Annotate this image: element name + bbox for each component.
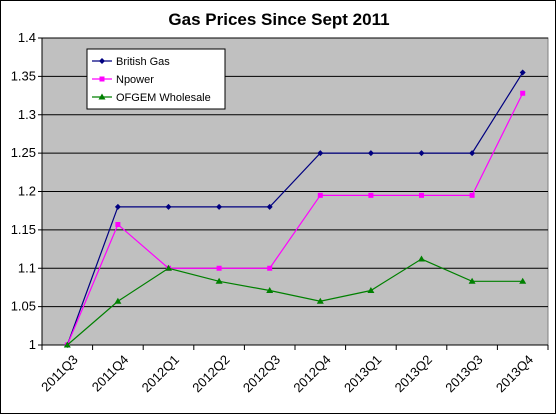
- y-axis-ticks: 1 1.05 1.1 1.15 1.2 1.25 1.3 1.35 1.4: [11, 30, 42, 352]
- data-point: [418, 255, 425, 262]
- data-point: [520, 90, 526, 96]
- data-point: [266, 203, 273, 210]
- x-tick-label: 2012Q2: [189, 352, 232, 395]
- data-point: [215, 277, 223, 284]
- y-tick-label: 1.15: [11, 222, 36, 237]
- y-tick-label: 1: [29, 337, 36, 352]
- data-point: [469, 192, 475, 198]
- data-point: [317, 192, 323, 198]
- y-tick-label: 1.35: [11, 68, 36, 83]
- data-point: [114, 297, 122, 304]
- data-point: [266, 287, 274, 294]
- data-point: [469, 150, 476, 157]
- legend-item: Npower: [92, 74, 154, 86]
- data-point: [114, 203, 121, 210]
- x-tick-label: 2013Q1: [341, 352, 384, 395]
- data-point: [99, 76, 105, 82]
- x-tick-label: 2012Q3: [240, 352, 283, 395]
- x-tick-label: 2012Q1: [139, 352, 182, 395]
- data-point: [519, 277, 527, 284]
- data-point: [165, 203, 172, 210]
- x-tick-label: 2011Q3: [38, 352, 81, 395]
- data-point: [98, 93, 106, 100]
- data-point: [367, 287, 375, 294]
- chart-title: Gas Prices Since Sept 2011: [168, 10, 389, 29]
- x-tick-label: 2013Q4: [493, 352, 536, 395]
- data-point: [519, 69, 526, 76]
- x-tick-label: 2012Q4: [290, 352, 333, 395]
- legend-label: Npower: [116, 74, 154, 86]
- data-point: [165, 264, 172, 271]
- x-tick-label: 2013Q3: [442, 352, 485, 395]
- legend-label: British Gas: [116, 56, 170, 68]
- legend: British Gas Npower OFGEM Wholesale: [86, 48, 226, 110]
- data-point: [368, 192, 374, 198]
- y-tick-label: 1.2: [18, 184, 36, 199]
- x-tick-label: 2011Q4: [89, 352, 132, 395]
- y-tick-label: 1.4: [18, 30, 36, 45]
- data-point: [317, 150, 324, 157]
- y-tick-label: 1.05: [11, 299, 36, 314]
- data-point: [418, 150, 425, 157]
- legend-label: OFGEM Wholesale: [116, 92, 211, 104]
- series-ofgem-wholesale: [63, 255, 527, 348]
- data-point: [267, 265, 273, 271]
- y-tick-label: 1.3: [18, 107, 36, 122]
- data-point: [99, 58, 105, 64]
- data-point: [216, 265, 222, 271]
- y-tick-label: 1.25: [11, 145, 36, 160]
- series-lines: [63, 69, 527, 348]
- series-line: [66, 72, 524, 346]
- data-point: [63, 341, 71, 348]
- x-tick-label: 2013Q2: [392, 352, 435, 395]
- data-point: [367, 150, 374, 157]
- legend-item: British Gas: [92, 56, 170, 68]
- legend-item: OFGEM Wholesale: [92, 92, 211, 104]
- data-point: [115, 222, 121, 228]
- data-point: [419, 192, 424, 198]
- data-point: [468, 277, 476, 284]
- data-point: [216, 203, 223, 210]
- series-line: [66, 258, 523, 346]
- data-point: [316, 297, 324, 304]
- series-line: [66, 92, 524, 346]
- x-axis-ticks: 2011Q3 2011Q4 2012Q1 2012Q2 2012Q3 2012Q4 2013…: [38, 345, 549, 395]
- y-tick-label: 1.1: [18, 260, 36, 275]
